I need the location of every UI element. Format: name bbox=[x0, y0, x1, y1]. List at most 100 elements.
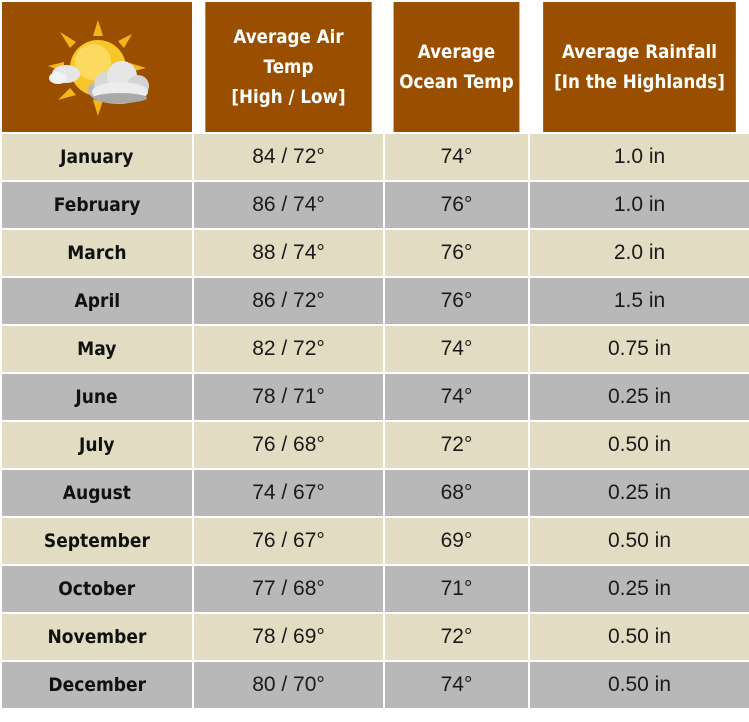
table-row: May 82 / 72° 74° 0.75 in bbox=[2, 326, 749, 372]
table-row: November 78 / 69° 72° 0.50 in bbox=[2, 614, 749, 660]
rainfall-cell-text: 1.0 in bbox=[613, 193, 666, 216]
ocean-temp-cell-text: 76° bbox=[440, 289, 473, 312]
rainfall-cell-text: 1.0 in bbox=[613, 145, 666, 168]
ocean-temp-cell-text: 72° bbox=[440, 433, 473, 456]
air-temp-cell-text: 77 / 68° bbox=[252, 577, 325, 600]
month-cell: February bbox=[2, 182, 192, 228]
month-cell-text: September bbox=[43, 530, 151, 552]
air-temp-cell-text: 84 / 72° bbox=[252, 145, 325, 168]
air-temp-cell: 78 / 69° bbox=[194, 614, 383, 660]
ocean-temp-cell: 74° bbox=[385, 134, 528, 180]
air-temp-cell-text: 86 / 74° bbox=[252, 193, 325, 216]
rainfall-cell: 0.50 in bbox=[530, 662, 749, 708]
air-temp-header: Average Air Temp [High / Low] bbox=[205, 2, 372, 132]
ocean-temp-cell-text: 74° bbox=[440, 145, 473, 168]
rainfall-cell: 2.0 in bbox=[530, 230, 749, 276]
rainfall-cell: 0.50 in bbox=[530, 518, 749, 564]
month-cell-text: November bbox=[47, 626, 147, 648]
ocean-temp-cell: 69° bbox=[385, 518, 528, 564]
air-temp-cell-text: 82 / 72° bbox=[252, 337, 325, 360]
table-row: January 84 / 72° 74° 1.0 in bbox=[2, 134, 749, 180]
table-row: June 78 / 71° 74° 0.25 in bbox=[2, 374, 749, 420]
ocean-temp-cell: 72° bbox=[385, 422, 528, 468]
ocean-temp-cell: 76° bbox=[385, 230, 528, 276]
ocean-temp-cell: 74° bbox=[385, 326, 528, 372]
air-temp-cell: 86 / 74° bbox=[194, 182, 383, 228]
air-temp-cell-text: 86 / 72° bbox=[252, 289, 325, 312]
sun-behind-cloud-icon bbox=[48, 20, 149, 116]
month-cell-text: December bbox=[48, 674, 146, 696]
ocean-temp-header-line2: Ocean Temp bbox=[399, 71, 514, 93]
rainfall-cell-text: 2.0 in bbox=[613, 241, 666, 264]
rainfall-cell-text: 0.50 in bbox=[607, 625, 672, 648]
ocean-temp-cell: 76° bbox=[385, 278, 528, 324]
air-temp-cell: 76 / 67° bbox=[194, 518, 383, 564]
air-temp-cell-text: 78 / 69° bbox=[252, 625, 325, 648]
month-cell: March bbox=[2, 230, 192, 276]
ocean-temp-cell: 68° bbox=[385, 470, 528, 516]
rainfall-cell-text: 0.50 in bbox=[607, 673, 672, 696]
table-row: February 86 / 74° 76° 1.0 in bbox=[2, 182, 749, 228]
rainfall-cell: 1.5 in bbox=[530, 278, 749, 324]
month-cell: May bbox=[2, 326, 192, 372]
rainfall-cell-text: 0.25 in bbox=[607, 481, 672, 504]
air-temp-cell-text: 78 / 71° bbox=[252, 385, 325, 408]
ocean-temp-cell-text: 74° bbox=[440, 337, 473, 360]
month-cell: December bbox=[2, 662, 192, 708]
table-row: December 80 / 70° 74° 0.50 in bbox=[2, 662, 749, 708]
month-cell-text: May bbox=[77, 338, 117, 360]
rainfall-cell: 1.0 in bbox=[530, 134, 749, 180]
air-temp-cell: 82 / 72° bbox=[194, 326, 383, 372]
ocean-temp-cell-text: 69° bbox=[440, 529, 473, 552]
ocean-temp-header-line1: Average bbox=[417, 41, 496, 63]
rainfall-header: Average Rainfall [In the Highlands] bbox=[543, 2, 736, 132]
air-temp-cell: 84 / 72° bbox=[194, 134, 383, 180]
rainfall-cell-text: 0.75 in bbox=[607, 337, 672, 360]
month-cell-text: February bbox=[53, 194, 141, 216]
air-temp-header-line2: [High / Low] bbox=[231, 86, 346, 108]
month-cell-text: June bbox=[75, 386, 119, 408]
rainfall-header-line2: [In the Highlands] bbox=[554, 71, 725, 93]
rainfall-cell-text: 0.50 in bbox=[607, 433, 672, 456]
table-row: August 74 / 67° 68° 0.25 in bbox=[2, 470, 749, 516]
month-cell: October bbox=[2, 566, 192, 612]
table-row: March 88 / 74° 76° 2.0 in bbox=[2, 230, 749, 276]
air-temp-cell: 74 / 67° bbox=[194, 470, 383, 516]
month-cell-text: January bbox=[60, 146, 134, 168]
rainfall-cell: 0.25 in bbox=[530, 374, 749, 420]
air-temp-cell-text: 74 / 67° bbox=[252, 481, 325, 504]
ocean-temp-cell-text: 74° bbox=[440, 385, 473, 408]
month-cell: June bbox=[2, 374, 192, 420]
rainfall-cell: 1.0 in bbox=[530, 182, 749, 228]
rainfall-cell-text: 0.25 in bbox=[607, 385, 672, 408]
air-temp-cell-text: 80 / 70° bbox=[252, 673, 325, 696]
rainfall-cell-text: 0.25 in bbox=[607, 577, 672, 600]
rainfall-cell-text: 1.5 in bbox=[613, 289, 666, 312]
air-temp-cell-text: 76 / 67° bbox=[252, 529, 325, 552]
ocean-temp-cell-text: 76° bbox=[440, 193, 473, 216]
month-cell-text: October bbox=[58, 578, 136, 600]
table-row: October 77 / 68° 71° 0.25 in bbox=[2, 566, 749, 612]
month-cell-text: April bbox=[74, 290, 120, 312]
air-temp-cell: 80 / 70° bbox=[194, 662, 383, 708]
air-temp-cell: 88 / 74° bbox=[194, 230, 383, 276]
air-temp-cell: 86 / 72° bbox=[194, 278, 383, 324]
table-body: January 84 / 72° 74° 1.0 in February 86 / 74°… bbox=[2, 134, 749, 708]
ocean-temp-header: Average Ocean Temp bbox=[393, 2, 520, 132]
air-temp-cell-text: 88 / 74° bbox=[252, 241, 325, 264]
rainfall-cell: 0.50 in bbox=[530, 614, 749, 660]
table-row: July 76 / 68° 72° 0.50 in bbox=[2, 422, 749, 468]
month-cell: April bbox=[2, 278, 192, 324]
ocean-temp-cell-text: 76° bbox=[440, 241, 473, 264]
ocean-temp-cell: 72° bbox=[385, 614, 528, 660]
ocean-temp-cell-text: 72° bbox=[440, 625, 473, 648]
ocean-temp-cell: 71° bbox=[385, 566, 528, 612]
ocean-temp-cell: 76° bbox=[385, 182, 528, 228]
rainfall-header-line1: Average Rainfall bbox=[561, 41, 718, 63]
header-row: Average Air Temp [High / Low] Average Oc… bbox=[2, 2, 749, 132]
rainfall-cell: 0.25 in bbox=[530, 470, 749, 516]
rainfall-cell: 0.50 in bbox=[530, 422, 749, 468]
air-temp-cell: 76 / 68° bbox=[194, 422, 383, 468]
rainfall-cell-text: 0.50 in bbox=[607, 529, 672, 552]
